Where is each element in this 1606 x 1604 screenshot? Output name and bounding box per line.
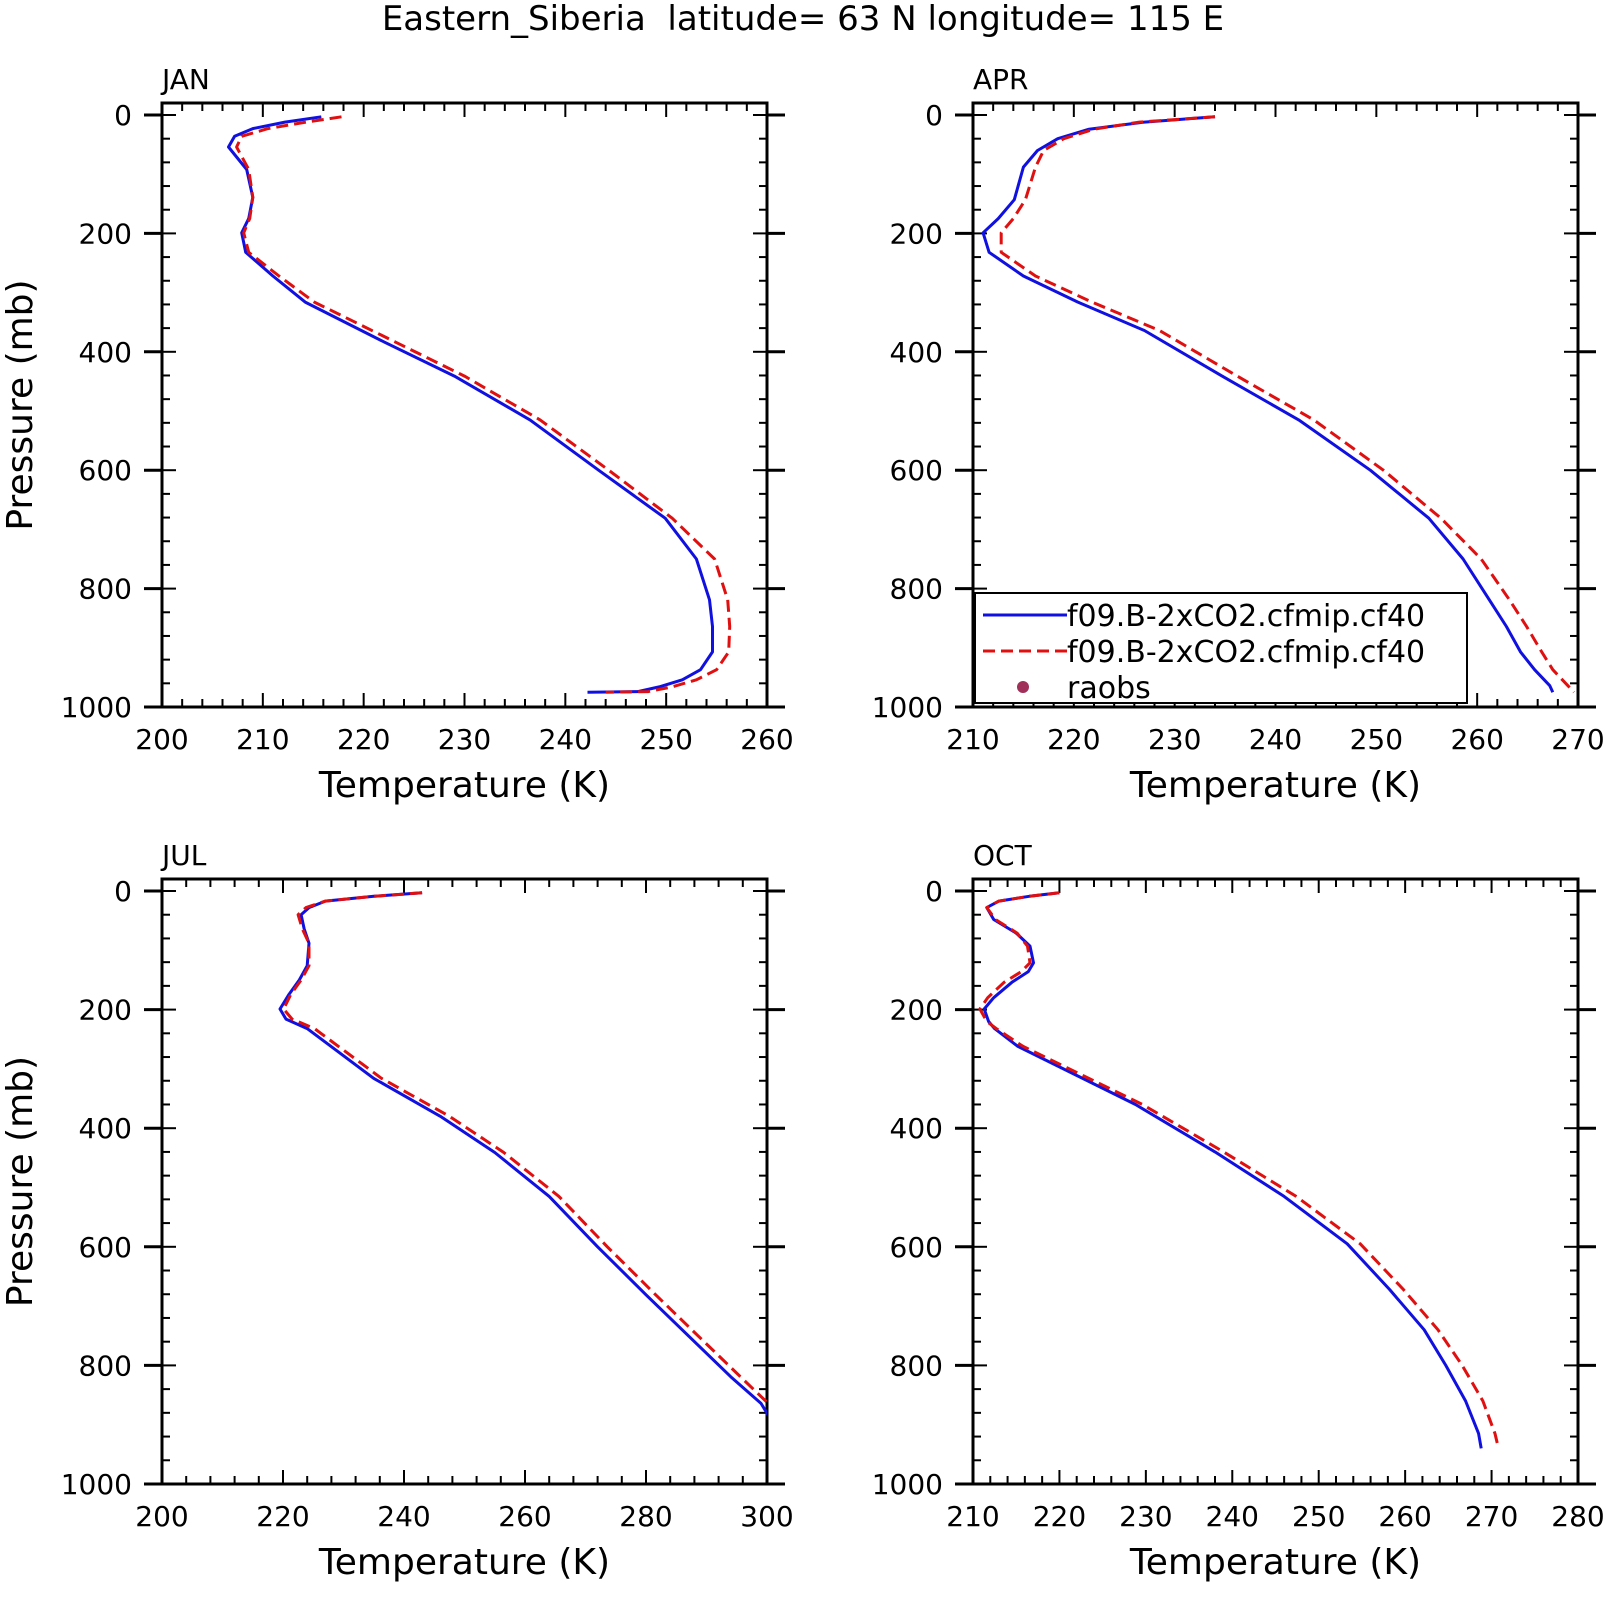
y-tick-label: 1000 xyxy=(61,1468,132,1501)
legend-label: raobs xyxy=(1067,671,1151,706)
y-tick-label: 400 xyxy=(890,336,943,369)
y-tick-label: 800 xyxy=(890,573,943,606)
x-tick-label: 260 xyxy=(498,1500,551,1533)
y-tick-label: 800 xyxy=(79,573,132,606)
x-tick-label: 210 xyxy=(946,723,999,756)
x-tick-label: 260 xyxy=(740,723,793,756)
panel-label: JAN xyxy=(160,63,210,96)
panel-label: JUL xyxy=(160,839,207,872)
x-axis-label: Temperature (K) xyxy=(1129,765,1421,806)
x-tick-label: 240 xyxy=(1249,723,1302,756)
y-tick-label: 400 xyxy=(79,336,132,369)
x-tick-label: 240 xyxy=(539,723,592,756)
y-tick-label: 0 xyxy=(114,99,132,132)
series-line-0 xyxy=(981,115,1555,693)
y-tick-label: 400 xyxy=(890,1112,943,1145)
x-tick-label: 280 xyxy=(619,1500,672,1533)
series-line-0 xyxy=(278,891,767,1417)
x-tick-label: 220 xyxy=(1033,1500,1086,1533)
x-tick-label: 240 xyxy=(377,1500,430,1533)
y-tick-label: 600 xyxy=(890,454,943,487)
y-tick-label: 1000 xyxy=(872,691,943,724)
x-tick-label: 280 xyxy=(1551,1500,1604,1533)
figure-title: Eastern_Siberia latitude= 63 N longitude… xyxy=(382,0,1224,39)
legend-label: f09.B-2xCO2.cfmip.cf40 xyxy=(1067,635,1425,670)
y-tick-label: 800 xyxy=(890,1349,943,1382)
x-tick-label: 260 xyxy=(1378,1500,1431,1533)
x-tick-label: 250 xyxy=(639,723,692,756)
y-axis-label: Pressure (mb) xyxy=(0,279,41,530)
x-tick-label: 230 xyxy=(1148,723,1201,756)
x-tick-label: 220 xyxy=(256,1500,309,1533)
y-tick-label: 600 xyxy=(890,1231,943,1264)
chart-panel-oct: 210 220 230 240 250 260 270 280 0 200 400 600 800 100… xyxy=(872,839,1605,1583)
x-tick-label: 200 xyxy=(135,723,188,756)
chart-panel-jul: 200 220 240 260 280 300 0 200 400 600 800 1000 Tempe… xyxy=(0,839,794,1583)
series-line-1 xyxy=(978,891,1500,1449)
x-tick-label: 230 xyxy=(438,723,491,756)
y-tick-label: 200 xyxy=(79,217,132,250)
legend: f09.B-2xCO2.cfmip.cf40f09.B-2xCO2.cfmip.… xyxy=(974,592,1468,706)
x-tick-label: 230 xyxy=(1119,1500,1172,1533)
legend-marker-dot xyxy=(1017,681,1029,693)
x-tick-label: 250 xyxy=(1292,1500,1345,1533)
y-tick-label: 1000 xyxy=(61,691,132,724)
x-tick-label: 210 xyxy=(946,1500,999,1533)
y-tick-label: 200 xyxy=(890,217,943,250)
chart-panel-jan: 200 210 220 230 240 250 260 0 200 400 600 800 1000 Te… xyxy=(0,63,794,806)
y-tick-label: 600 xyxy=(79,454,132,487)
x-tick-label: 260 xyxy=(1450,723,1503,756)
y-tick-label: 0 xyxy=(114,875,132,908)
y-tick-label: 200 xyxy=(890,994,943,1027)
plot-frame xyxy=(971,877,1580,1486)
legend-box xyxy=(974,592,1468,704)
y-axis-label: Pressure (mb) xyxy=(0,1056,41,1307)
y-tick-label: 800 xyxy=(79,1349,132,1382)
x-tick-label: 220 xyxy=(337,723,390,756)
chart-panel-apr: 210 220 230 240 250 260 270 0 200 400 600 800 1000 Te… xyxy=(872,63,1605,806)
y-tick-label: 400 xyxy=(79,1112,132,1145)
y-tick-label: 1000 xyxy=(872,1468,943,1501)
panel-label: OCT xyxy=(973,839,1033,872)
x-tick-label: 300 xyxy=(740,1500,793,1533)
x-tick-label: 220 xyxy=(1047,723,1100,756)
series-line-0 xyxy=(982,891,1483,1449)
x-axis-label: Temperature (K) xyxy=(318,1542,610,1583)
x-tick-label: 250 xyxy=(1350,723,1403,756)
y-tick-label: 200 xyxy=(79,994,132,1027)
y-tick-label: 600 xyxy=(79,1231,132,1264)
y-tick-label: 0 xyxy=(925,875,943,908)
x-tick-label: 240 xyxy=(1206,1500,1259,1533)
panel-label: APR xyxy=(973,63,1029,96)
y-tick-label: 0 xyxy=(925,99,943,132)
x-axis-label: Temperature (K) xyxy=(1129,1542,1421,1583)
plot-frame xyxy=(160,877,769,1486)
x-tick-label: 200 xyxy=(135,1500,188,1533)
x-axis-label: Temperature (K) xyxy=(318,765,610,806)
series-line-0 xyxy=(227,115,714,694)
x-tick-label: 270 xyxy=(1465,1500,1518,1533)
legend-label: f09.B-2xCO2.cfmip.cf40 xyxy=(1067,599,1425,634)
series-line-1 xyxy=(282,891,767,1405)
series-line-1 xyxy=(235,115,732,694)
x-tick-label: 210 xyxy=(236,723,289,756)
series-line-1 xyxy=(999,115,1576,694)
x-tick-label: 270 xyxy=(1551,723,1604,756)
